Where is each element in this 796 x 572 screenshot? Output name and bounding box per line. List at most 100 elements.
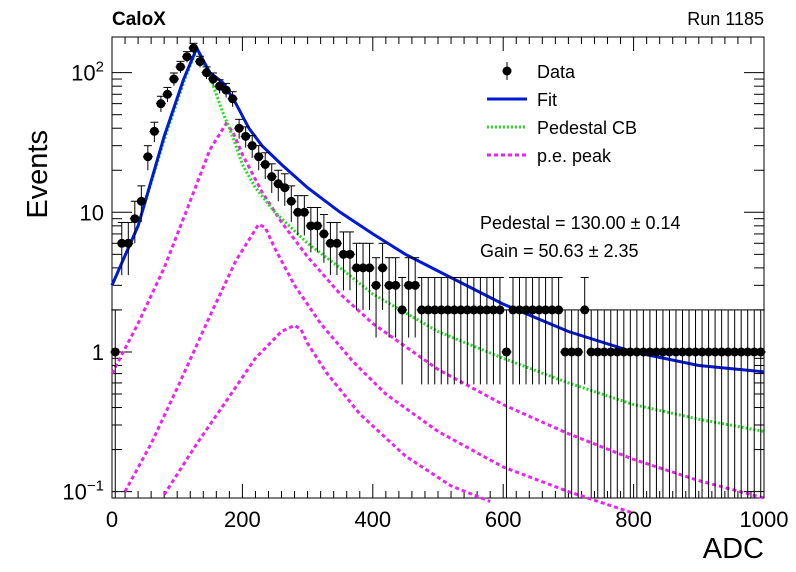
- fit-annotation: Pedestal = 130.00 ± 0.14: [480, 213, 681, 233]
- data-point: [541, 305, 551, 315]
- data-point: [430, 305, 440, 315]
- fit-curves: [110, 44, 765, 515]
- data-point: [554, 305, 564, 315]
- data-point: [691, 347, 701, 357]
- data-point: [110, 347, 120, 357]
- data-point: [664, 347, 674, 357]
- data-point: [625, 347, 635, 357]
- data-point: [593, 347, 603, 357]
- data-point: [371, 280, 381, 290]
- series-line-p-e-peak-2: [123, 222, 635, 515]
- y-tick-label: 102: [71, 59, 104, 86]
- data-point: [117, 238, 127, 248]
- data-point: [736, 347, 746, 357]
- data-point: [619, 347, 629, 357]
- data-point: [443, 305, 453, 315]
- data-point: [391, 280, 401, 290]
- data-point: [208, 74, 218, 84]
- legend-label: Fit: [537, 90, 557, 110]
- data-point: [267, 172, 277, 182]
- data-point: [632, 347, 642, 357]
- x-tick-label: 600: [485, 507, 522, 532]
- data-points: [110, 42, 766, 498]
- y-tick-label: 10−1: [62, 478, 104, 505]
- data-point: [241, 131, 251, 141]
- data-point: [528, 305, 538, 315]
- data-point: [599, 347, 609, 357]
- series-line-pedestal-cb: [110, 45, 765, 433]
- y-tick-label: 1: [92, 340, 104, 365]
- data-point: [247, 141, 257, 151]
- data-point: [410, 280, 420, 290]
- data-point: [730, 347, 740, 357]
- data-point: [697, 347, 707, 357]
- data-point: [449, 305, 459, 315]
- header-right: Run 1185: [687, 9, 764, 29]
- legend-data-marker: [502, 66, 512, 76]
- fit-annotation: Gain = 50.63 ± 2.35: [480, 241, 639, 261]
- data-point: [384, 280, 394, 290]
- data-point: [280, 183, 290, 193]
- data-point: [469, 305, 479, 315]
- data-point: [189, 43, 198, 53]
- data-point: [488, 305, 498, 315]
- y-axis-label: Events: [22, 130, 54, 219]
- data-point: [397, 305, 407, 315]
- data-point: [286, 196, 296, 206]
- x-tick-label: 800: [615, 507, 652, 532]
- data-point: [749, 347, 759, 357]
- plot-frame: [111, 36, 765, 499]
- header-left: CaloX: [112, 9, 166, 30]
- data-point: [352, 263, 361, 273]
- x-tick-label: 0: [106, 507, 118, 532]
- data-point: [456, 305, 466, 315]
- data-point: [495, 305, 505, 315]
- data-point: [260, 159, 270, 169]
- data-point: [365, 263, 375, 273]
- data-point: [671, 347, 681, 357]
- data-point: [515, 305, 524, 315]
- data-point: [534, 305, 544, 315]
- series-line-p-e-peak-1: [110, 121, 765, 500]
- data-point: [743, 347, 753, 357]
- legend-label: Data: [537, 62, 576, 82]
- data-point: [580, 305, 590, 315]
- data-point: [293, 207, 303, 217]
- data-point: [312, 221, 322, 231]
- data-point: [606, 347, 616, 357]
- data-point: [169, 74, 179, 84]
- data-point: [306, 221, 316, 231]
- data-point: [436, 305, 446, 315]
- data-point: [638, 347, 648, 357]
- x-tick-label: 1000: [740, 507, 789, 532]
- data-point: [221, 85, 231, 95]
- x-tick-label: 400: [354, 507, 391, 532]
- data-point: [417, 305, 427, 315]
- legend: Data Fit Pedestal CB p.e. peak: [487, 62, 637, 166]
- series-line-p-e-peak-3: [162, 323, 491, 503]
- data-point: [462, 305, 472, 315]
- data-point: [717, 347, 727, 357]
- data-point: [678, 347, 687, 357]
- data-point: [202, 68, 212, 78]
- data-point: [723, 347, 733, 357]
- data-point: [299, 207, 309, 217]
- data-point: [136, 196, 146, 206]
- data-point: [175, 62, 185, 72]
- data-point: [156, 99, 166, 109]
- x-tick-label: 200: [224, 507, 261, 532]
- data-point: [612, 347, 622, 357]
- data-point: [710, 347, 720, 357]
- data-point: [358, 263, 368, 273]
- y-tick-label: 10: [80, 200, 104, 225]
- data-point: [234, 123, 244, 133]
- data-point: [130, 214, 140, 224]
- data-point: [658, 347, 668, 357]
- data-point: [560, 347, 570, 357]
- data-point: [338, 249, 348, 259]
- data-point: [215, 81, 225, 91]
- fit-annotations: Pedestal = 130.00 ± 0.14 Gain = 50.63 ± 2…: [480, 213, 681, 261]
- data-point: [345, 249, 355, 259]
- data-point: [684, 347, 694, 357]
